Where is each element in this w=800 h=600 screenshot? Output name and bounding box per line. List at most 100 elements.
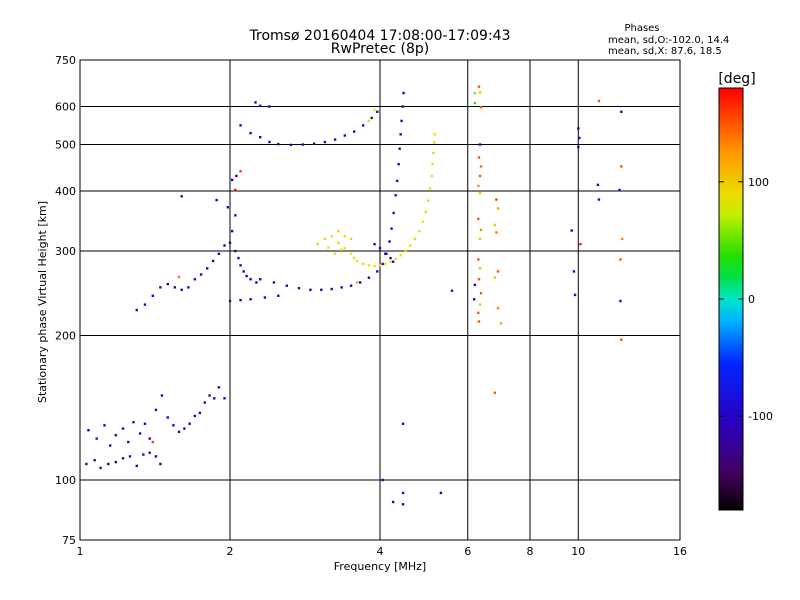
data-point <box>495 231 498 234</box>
colorbar-tick-label: -100 <box>748 410 773 423</box>
data-point <box>473 101 477 105</box>
data-point <box>239 169 242 173</box>
data-point <box>142 453 145 456</box>
y-tick-label: 300 <box>55 245 76 258</box>
data-point <box>237 256 240 260</box>
data-point <box>128 455 132 458</box>
x-tick-label: 10 <box>571 545 585 558</box>
data-point <box>198 411 202 415</box>
y-tick-label: 600 <box>55 101 76 114</box>
data-point <box>272 281 276 284</box>
data-point <box>496 207 500 210</box>
data-point <box>597 198 601 201</box>
data-point <box>496 307 500 310</box>
data-point <box>268 105 271 108</box>
data-point <box>477 156 481 159</box>
data-point <box>173 286 177 289</box>
data-point <box>392 211 395 215</box>
data-point <box>620 110 623 113</box>
data-point <box>376 270 379 273</box>
data-point <box>95 437 98 440</box>
data-point <box>245 274 248 278</box>
data-point <box>217 252 221 256</box>
data-point <box>496 270 500 273</box>
data-point <box>249 298 252 301</box>
data-point <box>430 174 433 178</box>
data-point <box>402 91 405 95</box>
data-point <box>277 294 280 297</box>
data-point <box>234 249 237 253</box>
data-point <box>620 165 623 168</box>
data-point <box>199 273 203 276</box>
data-point <box>400 119 403 123</box>
data-point <box>135 308 138 312</box>
data-point <box>391 260 395 263</box>
data-point <box>478 303 482 306</box>
data-point <box>349 237 353 241</box>
data-point <box>223 244 226 247</box>
data-point <box>618 188 621 192</box>
data-point <box>187 286 190 289</box>
data-point <box>473 91 477 95</box>
data-point <box>479 228 483 232</box>
data-point <box>249 278 252 281</box>
colorbar-tick-label: 0 <box>748 293 755 306</box>
data-point <box>418 229 421 233</box>
data-point <box>154 455 158 458</box>
data-point <box>394 194 397 197</box>
data-point <box>132 420 135 424</box>
data-point <box>439 491 443 495</box>
data-point <box>477 85 481 88</box>
data-point <box>358 281 362 284</box>
data-point <box>234 214 237 217</box>
data-point <box>404 249 407 253</box>
data-point <box>263 296 267 299</box>
data-point <box>367 276 371 279</box>
data-point <box>239 264 242 267</box>
data-point <box>337 229 340 233</box>
data-point <box>433 141 436 144</box>
data-point <box>401 105 404 108</box>
data-point <box>619 299 622 303</box>
data-point <box>312 142 316 145</box>
data-point <box>432 151 435 155</box>
data-point <box>166 416 169 419</box>
data-point <box>478 237 482 241</box>
data-point <box>620 338 623 341</box>
data-point <box>259 278 262 281</box>
data-point <box>401 422 405 425</box>
data-point <box>121 427 125 430</box>
x-ticks: 1 2 4 6 8 10 16 <box>77 545 688 558</box>
data-point <box>493 223 497 227</box>
data-point <box>433 133 436 136</box>
data-point <box>121 457 125 460</box>
data-point <box>478 267 482 270</box>
data-point <box>183 427 186 430</box>
data-point <box>213 397 216 400</box>
data-point <box>578 136 581 140</box>
data-point <box>572 270 576 273</box>
data-point <box>381 478 384 482</box>
data-point <box>428 187 432 190</box>
data-point <box>103 424 106 427</box>
x-tick-label: 16 <box>673 545 687 558</box>
data-point <box>177 275 181 279</box>
data-point <box>301 143 305 146</box>
legend-line-o: mean, sd,O:-102.0, 14.4 <box>608 35 729 46</box>
data-point <box>323 237 327 241</box>
data-point <box>570 229 573 232</box>
data-point <box>205 267 209 270</box>
data-point <box>479 165 483 168</box>
data-point <box>107 462 110 466</box>
data-point <box>235 174 238 178</box>
data-point <box>289 143 293 147</box>
colorbar-tick-label: 100 <box>748 176 769 189</box>
data-point <box>479 106 483 109</box>
x-tick-label: 6 <box>464 545 471 558</box>
data-point <box>477 278 481 281</box>
data-point <box>573 293 577 297</box>
colorbar: 100 0 -100 <box>718 87 773 511</box>
data-point <box>394 257 397 260</box>
data-point <box>151 294 155 297</box>
